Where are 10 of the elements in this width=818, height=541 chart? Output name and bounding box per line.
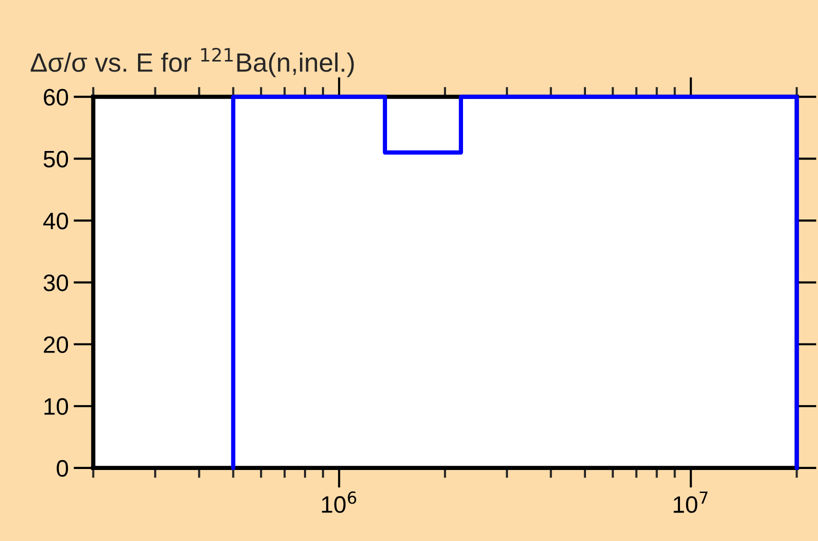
y-tick-label: 0	[56, 460, 68, 477]
chart-title: Δσ/σ vs. E for $^{121}$Ba(n,inel.)	[30, 48, 354, 78]
y-tick-label: 30	[44, 274, 68, 292]
y-tick-label: 20	[44, 336, 68, 354]
y-tick-label: 60	[44, 88, 68, 106]
x-tick-label: 10$^{6}$	[322, 491, 356, 513]
x-tick-label: 10$^{7}$	[674, 492, 708, 513]
y-tick-label: 10	[44, 398, 68, 415]
y-tick-label: 50	[44, 150, 68, 168]
y-tick-label: 40	[43, 212, 68, 230]
